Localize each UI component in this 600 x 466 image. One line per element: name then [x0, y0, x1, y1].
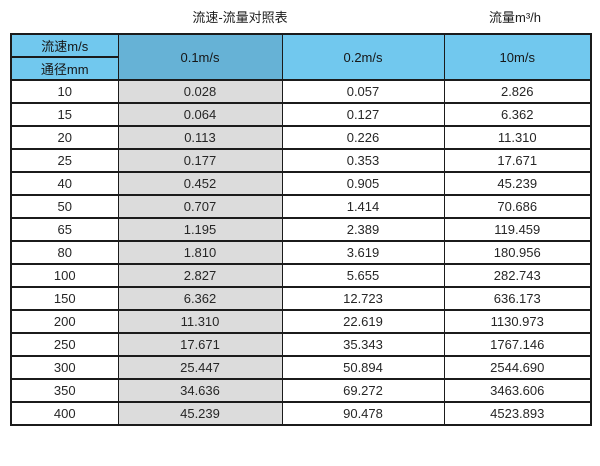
flow-value-cell: 1.414 — [281, 194, 445, 219]
flow-value-cell: 1.810 — [117, 240, 283, 265]
flow-value-cell: 0.028 — [117, 79, 283, 104]
table-row: 100 2.827 5.655 282.743 — [10, 263, 592, 288]
flow-value-cell: 17.671 — [443, 148, 592, 173]
flow-value-cell: 45.239 — [117, 401, 283, 426]
table-row: 15 0.064 0.127 6.362 — [10, 102, 592, 127]
flow-unit-label: 流量m³/h — [489, 10, 542, 25]
table-row: 10 0.028 0.057 2.826 — [10, 79, 592, 104]
flow-value-cell: 2544.690 — [443, 355, 592, 380]
flow-value-cell: 35.343 — [281, 332, 445, 357]
flow-value-cell: 0.353 — [281, 148, 445, 173]
flow-value-cell: 5.655 — [281, 263, 445, 288]
header-velocity-label: 流速m/s — [10, 33, 119, 58]
flow-value-cell: 2.826 — [443, 79, 592, 104]
flow-value-cell: 3.619 — [281, 240, 445, 265]
table-body: 10 0.028 0.057 2.826 15 0.064 0.127 6.362 20 0.11… — [10, 79, 592, 426]
diameter-cell: 100 — [10, 263, 119, 288]
diameter-cell: 300 — [10, 355, 119, 380]
table-row: 40 0.452 0.905 45.239 — [10, 171, 592, 196]
header-diameter-label: 通径mm — [10, 56, 119, 81]
diameter-cell: 50 — [10, 194, 119, 219]
flow-value-cell: 2.389 — [281, 217, 445, 242]
flow-value-cell: 50.894 — [281, 355, 445, 380]
diameter-cell: 80 — [10, 240, 119, 265]
table-row: 400 45.239 90.478 4523.893 — [10, 401, 592, 426]
diameter-cell: 40 — [10, 171, 119, 196]
diameter-cell: 250 — [10, 332, 119, 357]
flow-value-cell: 636.173 — [443, 286, 592, 311]
diameter-cell: 25 — [10, 148, 119, 173]
header-row-top: 流速m/s 0.1m/s 0.2m/s 10m/s — [10, 33, 592, 81]
flow-value-cell: 282.743 — [443, 263, 592, 288]
table-caption-row: 流速-流量对照表 流量m³/h — [0, 0, 600, 33]
flow-value-cell: 0.057 — [281, 79, 445, 104]
flow-value-cell: 3463.606 — [443, 378, 592, 403]
flow-value-cell: 45.239 — [443, 171, 592, 196]
diameter-cell: 10 — [10, 79, 119, 104]
diameter-cell: 350 — [10, 378, 119, 403]
diameter-cell: 20 — [10, 125, 119, 150]
diameter-cell: 200 — [10, 309, 119, 334]
flow-value-cell: 6.362 — [443, 102, 592, 127]
flow-value-cell: 11.310 — [443, 125, 592, 150]
flow-value-cell: 0.452 — [117, 171, 283, 196]
header-column-0-2ms: 0.2m/s — [281, 33, 445, 81]
diameter-cell: 150 — [10, 286, 119, 311]
table-row: 150 6.362 12.723 636.173 — [10, 286, 592, 311]
flow-value-cell: 12.723 — [281, 286, 445, 311]
flow-value-cell: 2.827 — [117, 263, 283, 288]
flow-value-cell: 1.195 — [117, 217, 283, 242]
table-row: 350 34.636 69.272 3463.606 — [10, 378, 592, 403]
table-row: 20 0.113 0.226 11.310 — [10, 125, 592, 150]
header-column-10ms: 10m/s — [443, 33, 592, 81]
table-header: 流速m/s 0.1m/s 0.2m/s 10m/s 通径mm — [10, 33, 592, 81]
diameter-cell: 400 — [10, 401, 119, 426]
diameter-cell: 65 — [10, 217, 119, 242]
flow-value-cell: 34.636 — [117, 378, 283, 403]
flow-value-cell: 0.707 — [117, 194, 283, 219]
flow-value-cell: 69.272 — [281, 378, 445, 403]
flow-value-cell: 0.113 — [117, 125, 283, 150]
flow-value-cell: 0.905 — [281, 171, 445, 196]
table-row: 300 25.447 50.894 2544.690 — [10, 355, 592, 380]
header-row-bottom: 通径mm — [10, 56, 591, 81]
table-row: 250 17.671 35.343 1767.146 — [10, 332, 592, 357]
flow-value-cell: 17.671 — [117, 332, 283, 357]
table-row: 25 0.177 0.353 17.671 — [10, 148, 592, 173]
flow-value-cell: 119.459 — [443, 217, 592, 242]
flow-value-cell: 4523.893 — [443, 401, 592, 426]
flow-value-cell: 6.362 — [117, 286, 283, 311]
flow-value-cell: 1130.973 — [443, 309, 592, 334]
flow-value-cell: 25.447 — [117, 355, 283, 380]
table-row: 80 1.810 3.619 180.956 — [10, 240, 592, 265]
table-title: 流速-流量对照表 — [192, 10, 288, 25]
flow-value-cell: 1767.146 — [443, 332, 592, 357]
flow-value-cell: 0.226 — [281, 125, 445, 150]
diameter-cell: 15 — [10, 102, 119, 127]
flow-value-cell: 180.956 — [443, 240, 592, 265]
flow-value-cell: 0.177 — [117, 148, 283, 173]
flow-value-cell: 90.478 — [281, 401, 445, 426]
flow-value-cell: 0.064 — [117, 102, 283, 127]
flow-value-cell: 0.127 — [281, 102, 445, 127]
flow-velocity-table: 流速m/s 0.1m/s 0.2m/s 10m/s 通径mm 10 0.028 0.… — [10, 33, 592, 426]
flow-value-cell: 70.686 — [443, 194, 592, 219]
flow-value-cell: 22.619 — [281, 309, 445, 334]
table-row: 200 11.310 22.619 1130.973 — [10, 309, 592, 334]
table-row: 65 1.195 2.389 119.459 — [10, 217, 592, 242]
header-column-0-1ms: 0.1m/s — [117, 33, 283, 81]
flow-value-cell: 11.310 — [117, 309, 283, 334]
table-row: 50 0.707 1.414 70.686 — [10, 194, 592, 219]
